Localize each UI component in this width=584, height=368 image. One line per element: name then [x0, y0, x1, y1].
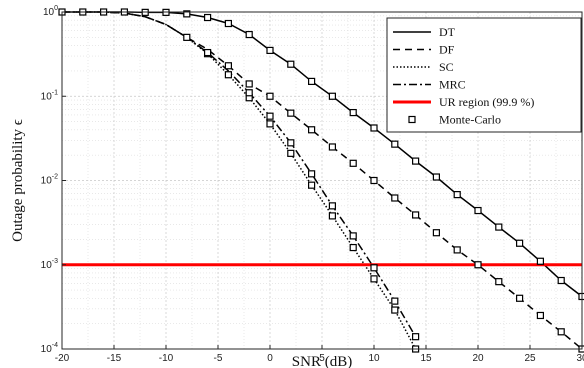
- monte-carlo-marker: [536, 257, 545, 265]
- monte-carlo-marker: [245, 30, 253, 39]
- legend-box: [386, 17, 582, 133]
- x-axis-label: SNR (dB): [292, 354, 352, 368]
- monte-carlo-marker: [287, 109, 295, 117]
- monte-carlo-marker: [183, 33, 191, 41]
- monte-carlo-marker: [328, 143, 336, 151]
- monte-carlo-marker: [495, 278, 503, 286]
- legend-label: UR region (99.9 %): [439, 95, 534, 109]
- monte-carlo-marker: [370, 176, 378, 185]
- monte-carlo-marker: [308, 126, 316, 134]
- monte-carlo-marker: [370, 264, 378, 272]
- monte-carlo-marker: [474, 261, 482, 269]
- monte-carlo-marker: [412, 157, 420, 165]
- monte-carlo-marker: [308, 77, 316, 86]
- monte-carlo-marker: [536, 311, 545, 320]
- x-tick-label: 10: [368, 353, 380, 364]
- monte-carlo-marker: [370, 124, 378, 132]
- monte-carlo-marker: [432, 229, 440, 237]
- x-tick-label: -20: [55, 353, 70, 364]
- legend: DT DF SC MRC UR region (99.9 %) Monte-Carlo: [386, 17, 582, 133]
- monte-carlo-marker: [287, 60, 295, 68]
- legend-label: Monte-Carlo: [439, 113, 501, 127]
- x-tick-label: -10: [159, 353, 174, 364]
- series-line-mrc: [62, 11, 417, 338]
- monte-carlo-marker: [266, 120, 274, 128]
- y-axis-label: Outage probability ϵ: [10, 119, 26, 242]
- monte-carlo-marker: [453, 191, 461, 199]
- y-tick-exponent: -2: [52, 174, 58, 181]
- monte-carlo-marker: [349, 108, 357, 117]
- monte-carlo-marker: [328, 92, 336, 100]
- legend-label: MRC: [439, 78, 466, 92]
- x-tick-label: 25: [524, 353, 536, 364]
- monte-carlo-marker: [495, 223, 503, 231]
- monte-carlo-marker: [224, 71, 232, 79]
- monte-carlo-marker: [412, 211, 420, 219]
- monte-carlo-marker: [308, 170, 316, 178]
- monte-carlo-marker: [557, 328, 565, 336]
- monte-carlo-marker: [391, 194, 399, 202]
- y-tick-exponent: 0: [54, 5, 58, 12]
- monte-carlo-marker: [308, 181, 316, 189]
- monte-carlo-marker: [370, 275, 378, 283]
- monte-carlo-marker: [328, 212, 336, 220]
- y-tick-exponent: -1: [52, 89, 58, 96]
- monte-carlo-markers: [58, 8, 584, 353]
- monte-carlo-marker: [453, 246, 461, 254]
- x-tick-label: 5: [319, 353, 325, 364]
- monte-carlo-marker: [557, 276, 565, 285]
- monte-carlo-marker: [412, 333, 420, 341]
- legend-swatch: [408, 115, 416, 124]
- monte-carlo-marker: [515, 294, 524, 302]
- monte-carlo-marker: [349, 243, 357, 252]
- monte-carlo-marker: [266, 46, 274, 55]
- monte-carlo-marker: [183, 10, 191, 18]
- monte-carlo-marker: [287, 149, 295, 157]
- legend-label: DF: [439, 43, 455, 57]
- y-tick-exponent: -4: [52, 342, 58, 349]
- monte-carlo-marker: [204, 48, 212, 57]
- x-tick-label: -5: [214, 353, 223, 364]
- monte-carlo-marker: [391, 297, 399, 305]
- monte-carlo-marker: [287, 139, 295, 147]
- series-line-sc: [62, 11, 417, 350]
- monte-carlo-marker: [204, 13, 212, 22]
- monte-carlo-marker: [224, 62, 232, 70]
- monte-carlo-marker: [245, 80, 253, 88]
- monte-carlo-marker: [349, 232, 357, 240]
- legend-label: DT: [439, 25, 456, 39]
- monte-carlo-marker: [349, 159, 357, 167]
- monte-carlo-marker: [266, 92, 274, 100]
- monte-carlo-marker: [328, 202, 336, 210]
- x-tick-label: -15: [107, 353, 122, 364]
- monte-carlo-marker: [474, 206, 482, 215]
- x-tick-label: 30: [576, 353, 584, 364]
- x-tick-label: 0: [267, 353, 273, 364]
- monte-carlo-marker: [224, 19, 232, 28]
- monte-carlo-marker: [432, 173, 440, 181]
- x-tick-label: 15: [420, 353, 432, 364]
- monte-carlo-marker: [391, 140, 399, 148]
- monte-carlo-marker: [266, 112, 274, 120]
- monte-carlo-marker: [515, 239, 524, 247]
- monte-carlo-marker: [245, 89, 253, 97]
- x-axis-ticks: -20 -15 -10 -5 0 5 10 15 20 25 30: [55, 345, 584, 364]
- monte-carlo-marker: [391, 306, 399, 314]
- y-tick-exponent: -3: [52, 258, 58, 265]
- legend-label: SC: [439, 60, 454, 74]
- x-tick-label: 20: [472, 353, 484, 364]
